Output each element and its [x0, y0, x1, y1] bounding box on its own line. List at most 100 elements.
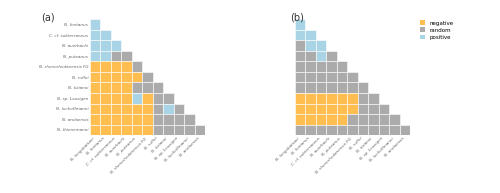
Bar [110, 51, 121, 61]
Bar [316, 93, 326, 103]
Bar [100, 82, 110, 93]
Bar [142, 82, 153, 93]
Bar [174, 114, 184, 124]
Bar [347, 72, 358, 82]
Bar [100, 103, 110, 114]
Bar [316, 51, 326, 61]
Bar [132, 61, 142, 72]
Bar [142, 93, 153, 103]
Bar [294, 72, 305, 82]
Bar [90, 19, 100, 30]
Bar [326, 103, 336, 114]
Bar [336, 72, 347, 82]
Bar [110, 103, 121, 114]
Bar [164, 124, 174, 135]
Bar [90, 103, 100, 114]
Bar [153, 114, 164, 124]
Bar [368, 114, 379, 124]
Bar [121, 114, 132, 124]
Bar [110, 93, 121, 103]
Bar [379, 103, 390, 114]
Bar [100, 124, 110, 135]
Bar [153, 103, 164, 114]
Bar [110, 40, 121, 51]
Bar [142, 114, 153, 124]
Bar [294, 82, 305, 93]
Bar [368, 124, 379, 135]
Bar [153, 82, 164, 93]
Bar [379, 114, 390, 124]
Bar [305, 72, 316, 82]
Bar [90, 51, 100, 61]
Bar [305, 124, 316, 135]
Bar [379, 124, 390, 135]
Bar [164, 103, 174, 114]
Bar [90, 61, 100, 72]
Bar [121, 82, 132, 93]
Bar [326, 124, 336, 135]
Bar [110, 82, 121, 93]
Bar [142, 124, 153, 135]
Bar [294, 51, 305, 61]
Bar [121, 103, 132, 114]
Bar [305, 93, 316, 103]
Bar [90, 40, 100, 51]
Bar [316, 61, 326, 72]
Bar [336, 103, 347, 114]
Bar [174, 124, 184, 135]
Bar [316, 103, 326, 114]
Bar [294, 103, 305, 114]
Bar [132, 82, 142, 93]
Bar [121, 61, 132, 72]
Bar [132, 72, 142, 82]
Bar [336, 114, 347, 124]
Bar [110, 61, 121, 72]
Bar [316, 124, 326, 135]
Bar [100, 61, 110, 72]
Bar [100, 93, 110, 103]
Bar [358, 124, 368, 135]
Bar [316, 72, 326, 82]
Bar [90, 30, 100, 40]
Bar [132, 103, 142, 114]
Bar [336, 93, 347, 103]
Bar [358, 103, 368, 114]
Bar [121, 72, 132, 82]
Bar [100, 114, 110, 124]
Bar [400, 124, 410, 135]
Bar [294, 114, 305, 124]
Legend: negative, random, positive: negative, random, positive [419, 20, 454, 40]
Bar [316, 40, 326, 51]
Bar [132, 114, 142, 124]
Bar [305, 103, 316, 114]
Bar [294, 30, 305, 40]
Bar [294, 61, 305, 72]
Bar [326, 93, 336, 103]
Bar [305, 114, 316, 124]
Bar [358, 93, 368, 103]
Bar [390, 124, 400, 135]
Bar [316, 114, 326, 124]
Bar [142, 103, 153, 114]
Bar [305, 82, 316, 93]
Bar [100, 51, 110, 61]
Bar [121, 124, 132, 135]
Bar [347, 93, 358, 103]
Bar [347, 82, 358, 93]
Bar [153, 124, 164, 135]
Bar [336, 61, 347, 72]
Bar [305, 51, 316, 61]
Bar [368, 103, 379, 114]
Bar [294, 19, 305, 30]
Bar [132, 93, 142, 103]
Bar [132, 124, 142, 135]
Bar [100, 30, 110, 40]
Bar [358, 82, 368, 93]
Bar [326, 72, 336, 82]
Text: (b): (b) [290, 12, 304, 22]
Bar [305, 61, 316, 72]
Bar [100, 40, 110, 51]
Bar [326, 114, 336, 124]
Bar [294, 93, 305, 103]
Bar [336, 124, 347, 135]
